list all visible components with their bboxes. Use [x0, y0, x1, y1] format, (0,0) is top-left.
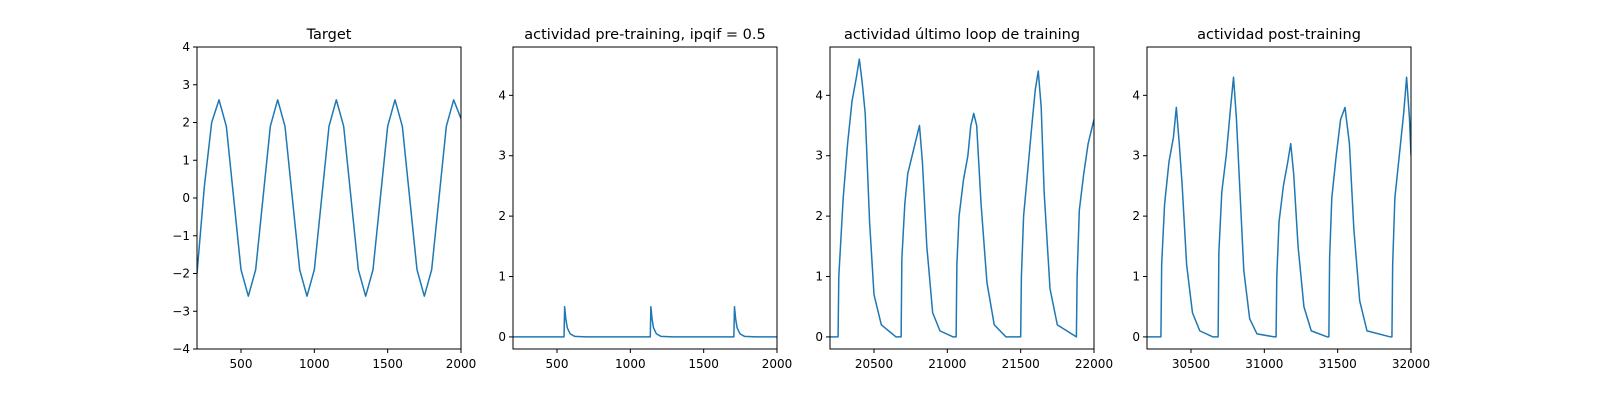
y-tick-label: 0	[498, 330, 506, 344]
y-tick-label: 2	[182, 116, 190, 130]
y-tick-label: 3	[498, 149, 506, 163]
x-tick-label: 1500	[688, 357, 719, 371]
axes-frame	[829, 46, 1095, 350]
y-tick-label: 3	[1132, 149, 1140, 163]
series-line	[830, 58, 1094, 338]
x-tick-label: 2000	[762, 357, 793, 371]
series-line	[1147, 76, 1411, 338]
x-tick-label: 2000	[446, 357, 477, 371]
y-tick-label: 1	[498, 270, 506, 284]
y-tick-label: 1	[1132, 270, 1140, 284]
y-tick-label: 1	[182, 153, 190, 167]
y-tick-label: 0	[182, 191, 190, 205]
y-tick-label: 4	[1132, 88, 1140, 102]
chart-title: Target	[306, 27, 352, 43]
x-tick-label: 21000	[928, 357, 966, 371]
y-tick-label: 4	[182, 40, 190, 54]
chart-title: actividad pre-training, ipqif = 0.5	[524, 27, 765, 43]
x-tick-label: 20500	[855, 357, 893, 371]
y-tick-label: 0	[815, 330, 823, 344]
y-tick-label: 4	[498, 88, 506, 102]
x-tick-label: 1000	[299, 357, 330, 371]
y-tick-label: 1	[815, 270, 823, 284]
x-tick-label: 22000	[1075, 357, 1113, 371]
x-tick-label: 500	[230, 357, 253, 371]
x-tick-label: 30500	[1172, 357, 1210, 371]
x-tick-label: 31000	[1245, 357, 1283, 371]
y-tick-label: 3	[182, 78, 190, 92]
y-tick-label: 3	[815, 149, 823, 163]
x-tick-label: 500	[546, 357, 569, 371]
y-tick-label: 0	[1132, 330, 1140, 344]
axes-frame	[196, 46, 462, 350]
y-tick-label: 2	[1132, 209, 1140, 223]
x-tick-label: 1000	[615, 357, 646, 371]
x-tick-label: 21500	[1002, 357, 1040, 371]
chart-title: actividad post-training	[1197, 27, 1361, 43]
y-tick-label: −1	[172, 229, 190, 243]
series-line	[197, 99, 461, 297]
x-tick-label: 1500	[372, 357, 403, 371]
series-line	[513, 305, 777, 338]
axes-frame	[512, 46, 778, 350]
chart-title: actividad último loop de training	[844, 27, 1080, 43]
y-tick-label: 2	[815, 209, 823, 223]
y-tick-label: −2	[172, 267, 190, 281]
chart-panel-1: Target 500 1000 1500 2000 −4 −3 −2 −1 0 1 2 3 4	[172, 27, 476, 371]
y-tick-label: 2	[498, 209, 506, 223]
y-tick-label: −3	[172, 304, 190, 318]
y-tick-label: 4	[815, 88, 823, 102]
y-tick-label: −4	[172, 342, 190, 356]
x-tick-label: 32000	[1392, 357, 1430, 371]
x-tick-label: 31500	[1319, 357, 1357, 371]
axes-frame	[1146, 46, 1412, 350]
